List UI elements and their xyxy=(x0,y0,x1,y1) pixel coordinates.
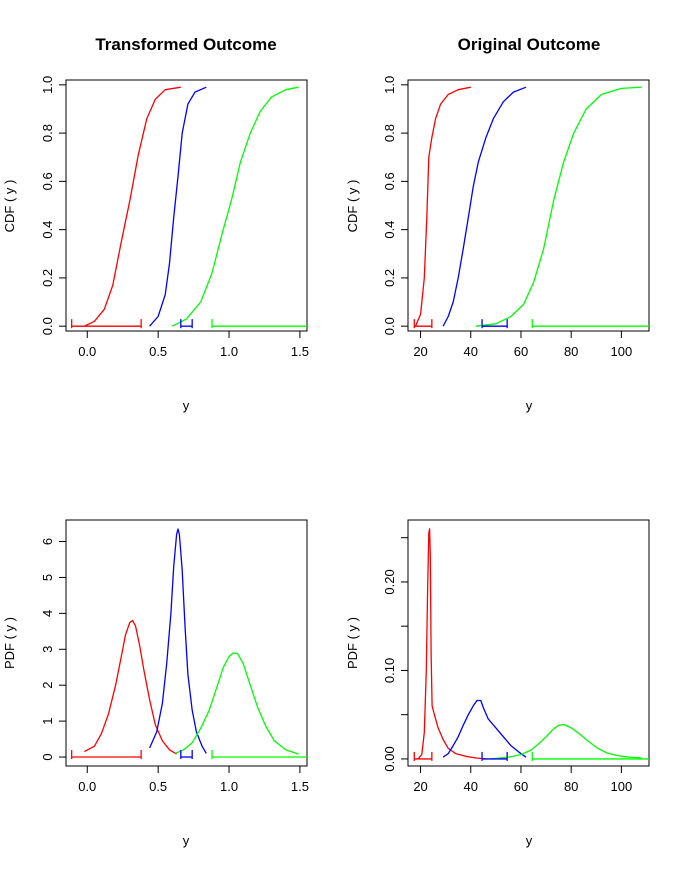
y-tick-label: 0.6 xyxy=(382,172,397,190)
x-tick-label: 60 xyxy=(514,344,528,359)
x-tick-label: 100 xyxy=(611,779,633,794)
x-tick-label: 1.5 xyxy=(291,344,309,359)
plot-area xyxy=(413,528,649,761)
y-tick-label: 0.4 xyxy=(382,221,397,239)
x-tick-label: 1.0 xyxy=(220,779,238,794)
y-axis: 0.0 0.2 0.4 0.6 0.8 1.0 xyxy=(40,76,66,335)
y-tick-label: 0.0 xyxy=(382,317,397,335)
series-line-blue xyxy=(442,86,527,327)
x-tick-label: 1.0 xyxy=(220,344,238,359)
series-line-red xyxy=(417,528,486,760)
x-axis: 0.0 0.5 1.0 1.5 xyxy=(78,331,309,359)
y-tick-label: 0 xyxy=(40,753,55,760)
plot-frame xyxy=(407,519,650,767)
series-line-green xyxy=(172,86,299,327)
y-tick-label: 1.0 xyxy=(382,76,397,94)
y-tick-label: 0.6 xyxy=(40,172,55,190)
x-axis-label: y xyxy=(183,833,190,848)
series-line-red xyxy=(84,86,181,327)
y-axis-label: CDF ( y ) xyxy=(345,180,360,233)
x-tick-label: 0.0 xyxy=(78,779,96,794)
x-axis-label: y xyxy=(183,398,190,413)
x-axis: 0.0 0.5 1.0 1.5 xyxy=(78,766,309,794)
y-tick-label: 0.10 xyxy=(382,658,397,683)
y-tick-label: 3 xyxy=(40,646,55,653)
series-line-blue xyxy=(149,86,207,327)
x-tick-label: 40 xyxy=(464,779,478,794)
panel-transformed-pdf: 0.0 0.5 1.0 1.5 0 1 2 3 4 5 6 y PDF ( y ) xyxy=(2,519,309,848)
x-tick-label: 40 xyxy=(464,344,478,359)
x-tick-label: 100 xyxy=(611,344,633,359)
y-tick-label: 4 xyxy=(40,610,55,617)
y-tick-label: 1 xyxy=(40,717,55,724)
y-axis: 0.0 0.2 0.4 0.6 0.8 1.0 xyxy=(382,76,408,335)
panel-title-transformed: Transformed Outcome xyxy=(95,35,276,54)
y-tick-label: 0.2 xyxy=(382,269,397,287)
y-tick-label: 1.0 xyxy=(40,76,55,94)
y-tick-label: 0.0 xyxy=(40,317,55,335)
series-line-red xyxy=(414,86,471,327)
x-tick-label: 0.5 xyxy=(149,779,167,794)
series-line-green xyxy=(174,652,299,755)
x-tick-label: 60 xyxy=(514,779,528,794)
y-tick-label: 0.2 xyxy=(40,269,55,287)
panel-original-cdf: Original Outcome 20 40 60 80 100 0.00.20.40.… xyxy=(345,35,650,413)
y-axis-label: PDF ( y ) xyxy=(345,617,360,669)
y-tick-label: 0.20 xyxy=(382,569,397,594)
plot-area xyxy=(71,528,307,760)
x-tick-label: 20 xyxy=(413,344,427,359)
series-line-red xyxy=(84,619,177,755)
plot-frame xyxy=(407,79,650,332)
y-axis-label: PDF ( y ) xyxy=(2,617,17,669)
y-axis: 0.00 0.10 0.20 xyxy=(382,537,408,772)
y-tick-label: 2 xyxy=(40,682,55,689)
x-axis-label: y xyxy=(526,398,533,413)
y-tick-label: 0.8 xyxy=(40,124,55,142)
series-line-blue xyxy=(442,699,527,758)
x-tick-label: 80 xyxy=(564,344,578,359)
x-tick-label: 20 xyxy=(413,779,427,794)
x-tick-label: 80 xyxy=(564,779,578,794)
y-tick-label: 0.00 xyxy=(382,746,397,771)
panel-title-original: Original Outcome xyxy=(458,35,601,54)
x-tick-label: 1.5 xyxy=(291,779,309,794)
plot-frame xyxy=(65,79,308,332)
plot-area xyxy=(413,86,649,329)
y-axis-label: CDF ( y ) xyxy=(2,180,17,233)
y-axis: 0 1 2 3 4 5 6 xyxy=(40,538,66,761)
y-tick-label: 5 xyxy=(40,574,55,581)
y-tick-label: 0.8 xyxy=(382,124,397,142)
x-axis: 20 40 60 80 100 xyxy=(413,331,632,359)
y-tick-label: 6 xyxy=(40,538,55,545)
series-line-green xyxy=(490,723,642,760)
plot-frame xyxy=(65,519,308,767)
x-axis: 20 40 60 80 100 xyxy=(413,766,632,794)
x-axis-label: y xyxy=(526,833,533,848)
plot-area xyxy=(71,86,307,329)
panel-original-pdf: 20 40 60 80 100 0.00 0.10 0.20 y PDF ( y ) xyxy=(345,519,650,848)
x-tick-label: 0.0 xyxy=(78,344,96,359)
y-tick-label: 0.4 xyxy=(40,221,55,239)
series-line-blue xyxy=(149,528,207,754)
series-line-green xyxy=(475,86,642,327)
x-tick-label: 0.5 xyxy=(149,344,167,359)
panel-transformed-cdf: Transformed Outcome 0.0 0.5 1.0 1.5 0.00.20… xyxy=(2,35,309,413)
